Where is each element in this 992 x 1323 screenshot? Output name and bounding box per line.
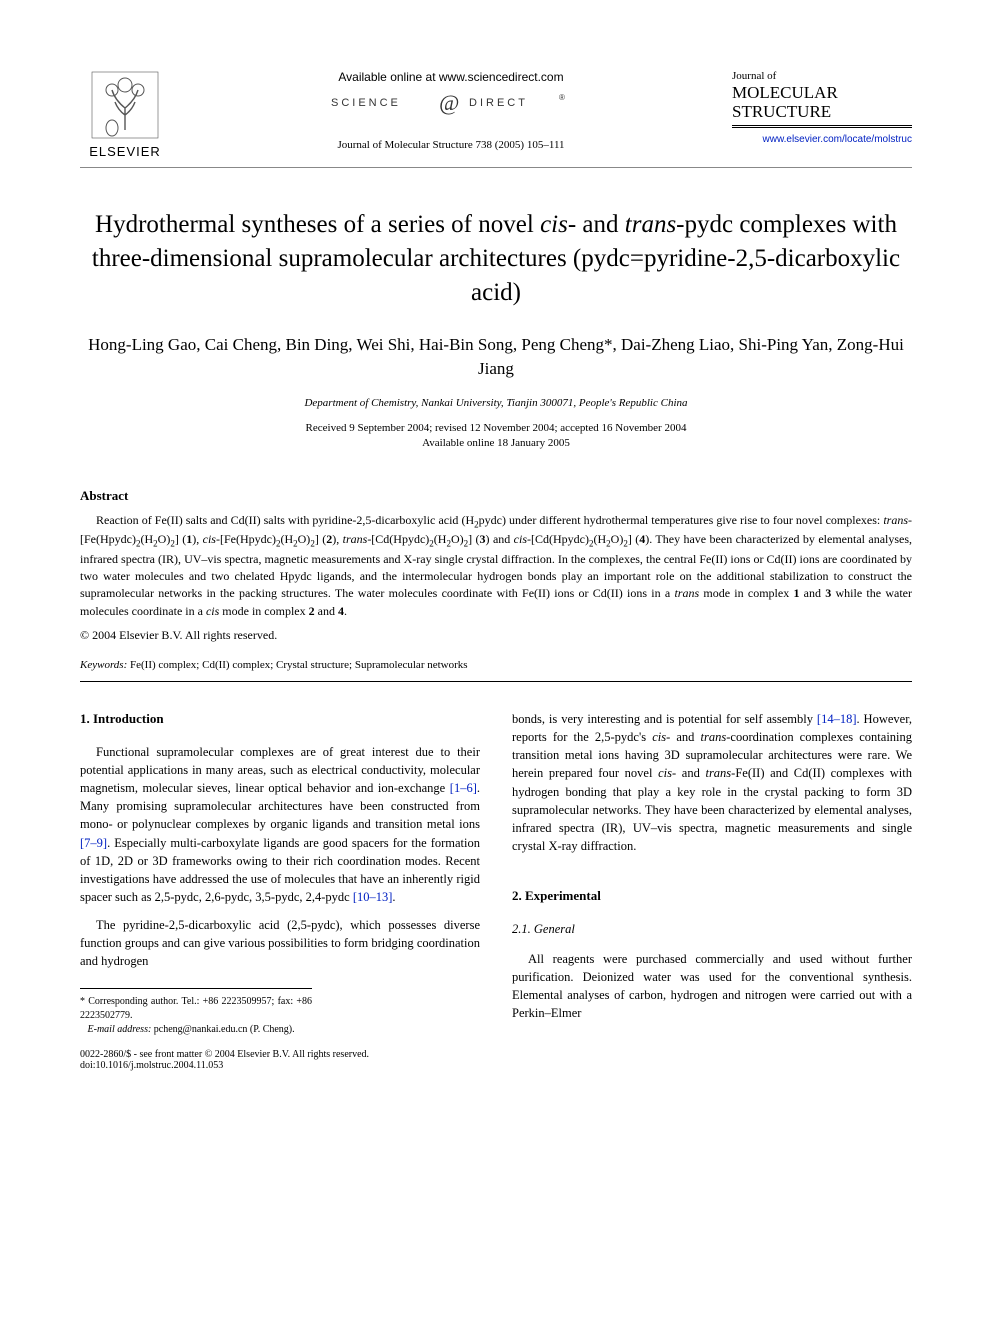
body-columns: 1. Introduction Functional supramolecula…	[80, 710, 912, 1037]
title-part-2: cis	[540, 211, 568, 238]
svg-text:@: @	[439, 90, 459, 115]
email-footnote: E-mail address: pcheng@nankai.edu.cn (P.…	[80, 1023, 312, 1037]
article-title: Hydrothermal syntheses of a series of no…	[80, 208, 912, 309]
email-label: E-mail address:	[88, 1024, 152, 1035]
title-part-1: Hydrothermal syntheses of a series of no…	[95, 211, 540, 238]
left-column: 1. Introduction Functional supramolecula…	[80, 710, 480, 1037]
journal-reference: Journal of Molecular Structure 738 (2005…	[190, 139, 712, 151]
affiliation: Department of Chemistry, Nankai Universi…	[80, 397, 912, 409]
copyright-text: © 2004 Elsevier B.V. All rights reserved…	[80, 628, 912, 643]
section-2-1-heading: 2.1. General	[512, 920, 912, 938]
svg-text:SCIENCE: SCIENCE	[331, 97, 401, 109]
abstract-heading: Abstract	[80, 488, 912, 504]
keywords-line: Keywords: Fe(II) complex; Cd(II) complex…	[80, 659, 912, 671]
section-1-para-1: Functional supramolecular complexes are …	[80, 743, 480, 906]
keywords-text: Fe(II) complex; Cd(II) complex; Crystal …	[127, 659, 467, 671]
publisher-logo: ELSEVIER	[80, 70, 170, 159]
footer-copyright: 0022-2860/$ - see front matter © 2004 El…	[80, 1049, 369, 1060]
keywords-label: Keywords:	[80, 659, 127, 671]
svg-text:®: ®	[559, 93, 565, 102]
dates-online: Available online 18 January 2005	[80, 436, 912, 451]
footer-left-block: 0022-2860/$ - see front matter © 2004 El…	[80, 1049, 369, 1071]
right-column: bonds, is very interesting and is potent…	[512, 710, 912, 1037]
section-1-para-2: The pyridine-2,5-dicarboxylic acid (2,5-…	[80, 916, 480, 970]
section-2-1-para-1: All reagents were purchased commercially…	[512, 950, 912, 1023]
email-value: pcheng@nankai.edu.cn (P. Cheng).	[151, 1024, 294, 1035]
footnotes: * Corresponding author. Tel.: +86 222350…	[80, 988, 312, 1037]
header-row: ELSEVIER Available online at www.science…	[80, 70, 912, 159]
publisher-name: ELSEVIER	[80, 144, 170, 159]
col2-continuation: bonds, is very interesting and is potent…	[512, 710, 912, 855]
sciencedirect-logo: SCIENCE @ DIRECT ®	[190, 90, 712, 121]
abstract-separator	[80, 681, 912, 682]
elsevier-tree-icon	[90, 70, 160, 140]
journal-link[interactable]: www.elsevier.com/locate/molstruc	[732, 134, 912, 145]
journal-logo-block: Journal of MOLECULAR STRUCTURE www.elsev…	[732, 70, 912, 145]
article-dates: Received 9 September 2004; revised 12 No…	[80, 421, 912, 452]
footer-doi: doi:10.1016/j.molstruc.2004.11.053	[80, 1060, 369, 1071]
journal-label-small: Journal of	[732, 70, 912, 82]
authors: Hong-Ling Gao, Cai Cheng, Bin Ding, Wei …	[80, 333, 912, 381]
dates-received: Received 9 September 2004; revised 12 No…	[80, 421, 912, 436]
corresponding-author-footnote: * Corresponding author. Tel.: +86 222350…	[80, 995, 312, 1023]
svg-text:DIRECT: DIRECT	[469, 97, 528, 109]
available-online-text: Available online at www.sciencedirect.co…	[190, 70, 712, 84]
section-1-heading: 1. Introduction	[80, 710, 480, 729]
header-center: Available online at www.sciencedirect.co…	[170, 70, 732, 151]
journal-label-large: MOLECULAR STRUCTURE	[732, 84, 912, 121]
header-separator	[80, 167, 912, 168]
title-part-3: - and	[568, 211, 625, 238]
title-part-4: trans	[625, 211, 676, 238]
abstract-text: Reaction of Fe(II) salts and Cd(II) salt…	[80, 512, 912, 620]
section-2-heading: 2. Experimental	[512, 887, 912, 906]
journal-rule	[732, 125, 912, 128]
page-footer: 0022-2860/$ - see front matter © 2004 El…	[80, 1049, 912, 1071]
